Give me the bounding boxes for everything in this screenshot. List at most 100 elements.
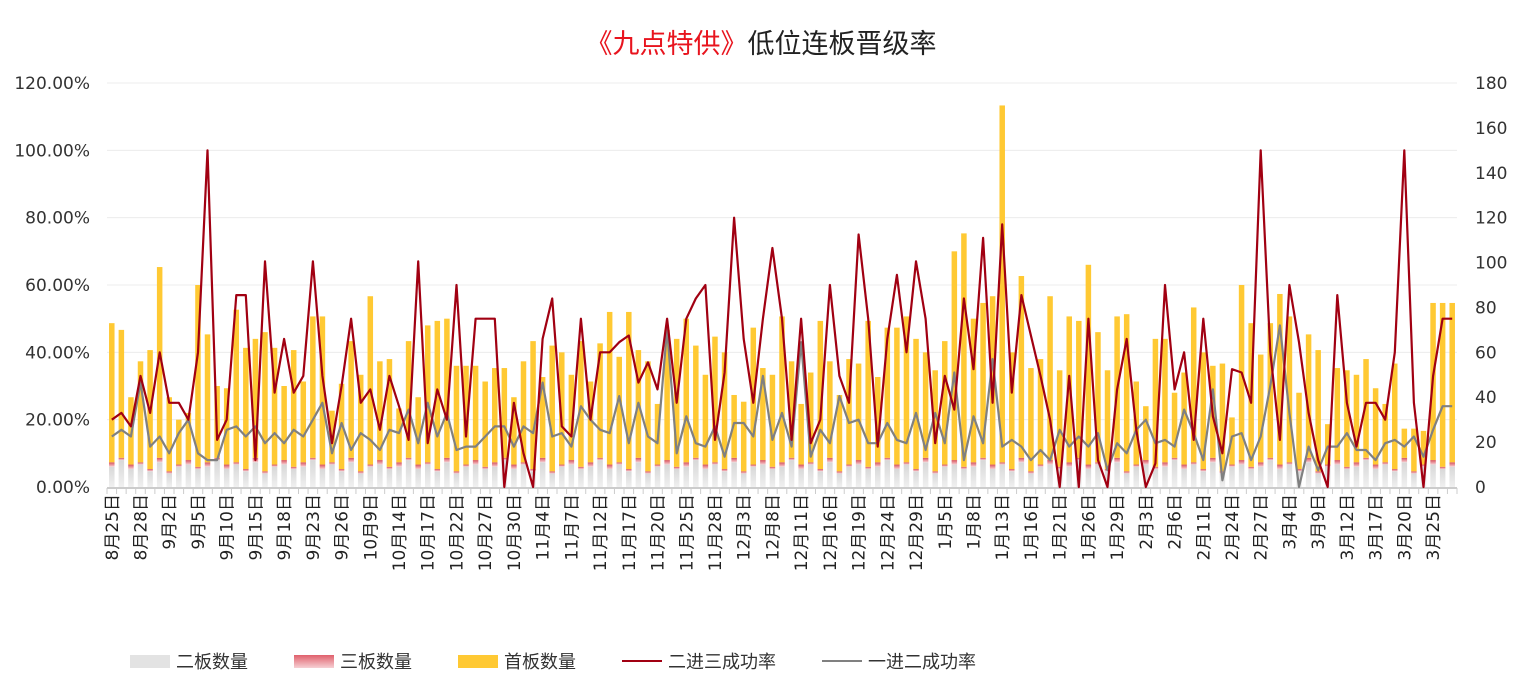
- x-axis-tick-label: 12月19日: [850, 494, 870, 571]
- bar-third-board: [999, 462, 1005, 465]
- bar-second-board: [616, 464, 622, 487]
- bar-second-board: [310, 460, 316, 487]
- bar-first-board: [243, 347, 249, 470]
- x-axis-tick-label: 10月27日: [476, 494, 496, 571]
- bar-third-board: [635, 457, 642, 463]
- bar-first-board: [769, 374, 776, 467]
- bar-third-board: [855, 460, 862, 465]
- bar-third-board: [434, 469, 441, 472]
- bar-third-board: [1401, 457, 1408, 463]
- bar-second-board: [1047, 464, 1053, 487]
- title-rest: 低位连板晋级率: [747, 29, 937, 60]
- bar-third-board: [1133, 464, 1140, 467]
- bar-third-board: [319, 464, 326, 470]
- bar-third-board: [453, 471, 460, 474]
- bar-second-board: [367, 466, 374, 487]
- bar-second-board: [702, 469, 709, 487]
- bar-first-board: [989, 296, 996, 465]
- bar-second-board: [1018, 462, 1025, 487]
- x-axis-tick-label: 9月10日: [218, 494, 238, 560]
- x-axis-tick-label: 3月9日: [1309, 494, 1329, 550]
- right-axis-tick-label: 100: [1475, 254, 1507, 274]
- x-axis-tick-label: 11月25日: [677, 494, 697, 571]
- legend-item-first-board[interactable]: 首板数量: [458, 648, 576, 674]
- bar-first-board: [386, 359, 393, 467]
- bar-second-board: [444, 462, 450, 487]
- bar-first-board: [118, 329, 125, 458]
- bar-third-board: [712, 462, 718, 465]
- bar-first-board: [587, 381, 594, 463]
- bar-first-board: [922, 352, 929, 458]
- bar-second-board: [798, 469, 804, 487]
- bar-third-board: [1171, 457, 1178, 461]
- bar-third-board: [386, 466, 393, 470]
- bar-third-board: [683, 462, 690, 467]
- legend: 二板数量 三板数量 首板数量 二进三成功率 一进二成功率: [130, 648, 1022, 674]
- bar-first-board: [530, 341, 536, 470]
- legend-label: 二进三成功率: [668, 652, 776, 673]
- bar-third-board: [1009, 469, 1015, 472]
- bar-second-board: [836, 473, 843, 487]
- bar-third-board: [616, 462, 622, 465]
- bar-second-board: [1286, 464, 1293, 487]
- bar-first-board: [1009, 352, 1015, 470]
- bar-third-board: [492, 462, 498, 467]
- bar-first-board: [1200, 352, 1207, 470]
- bar-third-board: [396, 462, 402, 467]
- bar-third-board: [884, 457, 891, 461]
- x-axis-tick-label: 11月7日: [562, 494, 582, 560]
- bar-third-board: [520, 462, 527, 465]
- bar-second-board: [788, 460, 795, 487]
- legend-item-1to2-rate[interactable]: 一进二成功率: [822, 648, 976, 674]
- bar-second-board: [1095, 464, 1101, 487]
- bar-second-board: [903, 464, 910, 487]
- legend-item-2to3-rate[interactable]: 二进三成功率: [622, 648, 776, 674]
- bar-third-board: [568, 460, 575, 465]
- bar-first-board: [511, 397, 517, 465]
- bar-second-board: [568, 464, 575, 487]
- chart-title: 《九点特供》低位连板晋级率: [0, 22, 1522, 61]
- bar-second-board: [999, 464, 1005, 487]
- bar-third-board: [740, 471, 747, 474]
- bar-third-board: [1210, 457, 1216, 463]
- bar-third-board: [1066, 462, 1072, 467]
- bar-first-board: [271, 347, 278, 465]
- bar-third-board: [836, 471, 843, 474]
- bar-first-board: [913, 338, 919, 470]
- bar-third-board: [961, 466, 967, 470]
- legend-item-second-board[interactable]: 二板数量: [130, 648, 248, 674]
- bar-first-board: [1449, 302, 1455, 463]
- bar-third-board: [1248, 466, 1254, 470]
- right-axis-tick-label: 40: [1475, 388, 1497, 408]
- bar-first-board: [204, 334, 211, 463]
- bar-third-board: [300, 462, 307, 467]
- x-axis-tick-label: 3月25日: [1424, 494, 1444, 560]
- x-axis-tick-label: 1月16日: [1022, 494, 1042, 560]
- x-axis-tick-label: 12月16日: [821, 494, 841, 571]
- bar-second-board: [855, 464, 862, 487]
- bar-third-board: [1315, 471, 1321, 474]
- bar-first-board: [645, 361, 651, 472]
- bar-third-board: [894, 464, 900, 470]
- x-axis-tick-label: 8月25日: [103, 494, 123, 560]
- bar-second-board: [1382, 464, 1388, 487]
- bar-first-board: [798, 403, 804, 465]
- bar-first-board: [1162, 338, 1168, 463]
- bar-second-board: [970, 466, 977, 487]
- bar-second-board: [1181, 469, 1187, 487]
- bar-third-board: [463, 464, 469, 467]
- bar-third-board: [1162, 462, 1168, 467]
- left-axis-tick-label: 100.00%: [14, 141, 90, 161]
- bar-first-board: [1085, 264, 1092, 465]
- bar-third-board: [243, 469, 249, 472]
- bar-second-board: [1210, 462, 1216, 487]
- bar-third-board: [760, 460, 766, 465]
- bar-second-board: [147, 471, 153, 487]
- bar-second-board: [319, 469, 326, 487]
- bar-second-board: [731, 462, 737, 487]
- bar-first-board: [348, 341, 354, 458]
- legend-item-third-board[interactable]: 三板数量: [294, 648, 412, 674]
- line-2to3-rate: [111, 149, 1453, 489]
- bar-third-board: [980, 457, 986, 461]
- x-axis-tick-label: 12月11日: [792, 494, 812, 571]
